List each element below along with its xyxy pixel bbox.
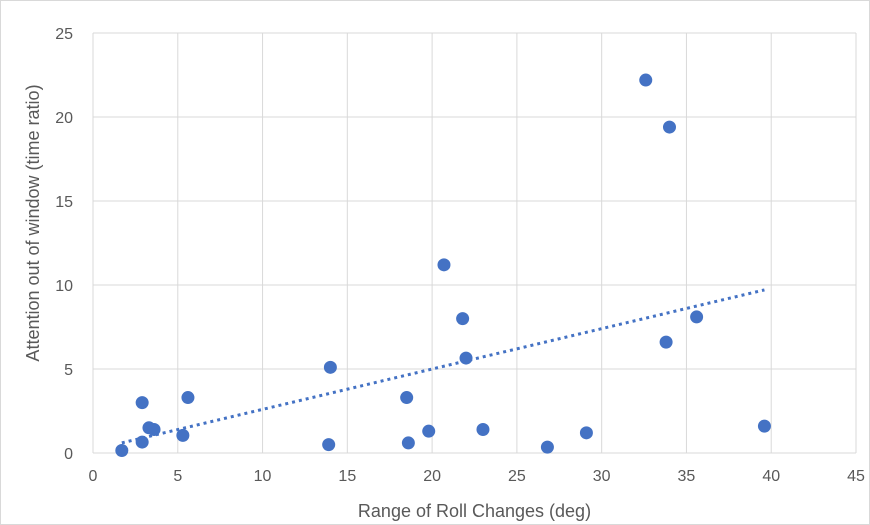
data-point: [135, 396, 149, 410]
data-point: [422, 424, 436, 438]
data-point: [639, 73, 653, 87]
data-point: [135, 435, 149, 449]
data-point: [757, 419, 771, 433]
x-tick-label: 25: [508, 468, 526, 485]
data-point: [579, 426, 593, 440]
tick-labels: 0 5 10 15 20 25 30 35 40 45 0 5 10 15 20 25: [55, 26, 865, 485]
data-point: [476, 422, 490, 436]
grid: [92, 32, 857, 454]
x-tick-label: 45: [847, 468, 865, 485]
y-tick-label: 15: [55, 194, 73, 211]
y-tick-label: 5: [64, 362, 73, 379]
data-point: [115, 443, 129, 457]
trendline-group: [121, 288, 765, 445]
x-tick-label: 0: [89, 468, 98, 485]
data-point: [690, 310, 704, 324]
x-tick-label: 20: [423, 468, 441, 485]
y-tick-label: 20: [55, 110, 73, 127]
data-point: [401, 436, 415, 450]
trendline: [121, 288, 765, 445]
x-tick-label: 35: [678, 468, 696, 485]
y-tick-label: 25: [55, 26, 73, 43]
data-point: [662, 120, 676, 134]
data-point: [322, 438, 336, 452]
y-tick-label: 10: [55, 278, 73, 295]
data-point: [181, 391, 195, 405]
data-point: [659, 335, 673, 349]
x-tick-label: 5: [173, 468, 182, 485]
x-tick-label: 15: [338, 468, 356, 485]
data-point: [437, 258, 451, 272]
data-point: [400, 391, 414, 405]
data-point: [176, 428, 190, 442]
data-points: [115, 73, 771, 457]
x-tick-label: 30: [593, 468, 611, 485]
data-point: [540, 440, 554, 454]
data-point: [147, 422, 161, 436]
y-axis-title: Attention out of window (time ratio): [23, 84, 43, 361]
y-tick-label: 0: [64, 446, 73, 463]
x-tick-label: 40: [762, 468, 780, 485]
data-point: [456, 312, 470, 326]
x-axis-title: Range of Roll Changes (deg): [358, 501, 591, 521]
data-point: [459, 351, 473, 365]
x-tick-label: 10: [254, 468, 272, 485]
data-point: [323, 360, 337, 374]
